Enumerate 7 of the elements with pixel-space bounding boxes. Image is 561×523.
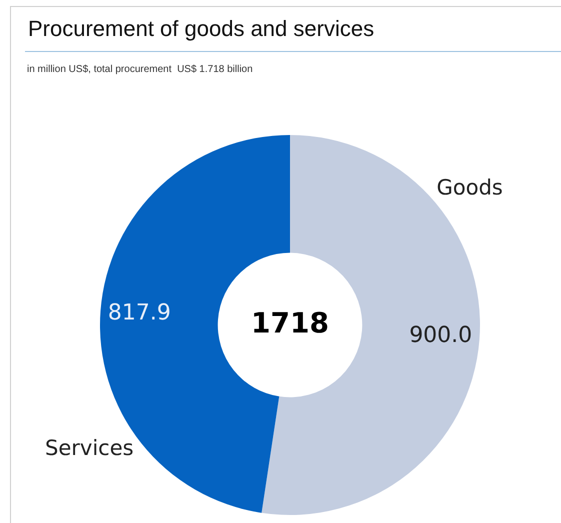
slice-label: Goods xyxy=(436,175,503,200)
chart-title: Procurement of goods and services xyxy=(28,16,374,42)
data-label: 817.9 xyxy=(108,300,171,326)
text: 1718 xyxy=(251,306,329,340)
slice-label: Services xyxy=(45,436,134,460)
chart-subtitle: in million US$, total procurement US$ 1.718 billion xyxy=(27,64,253,75)
data-label: 900.0 xyxy=(409,323,472,348)
